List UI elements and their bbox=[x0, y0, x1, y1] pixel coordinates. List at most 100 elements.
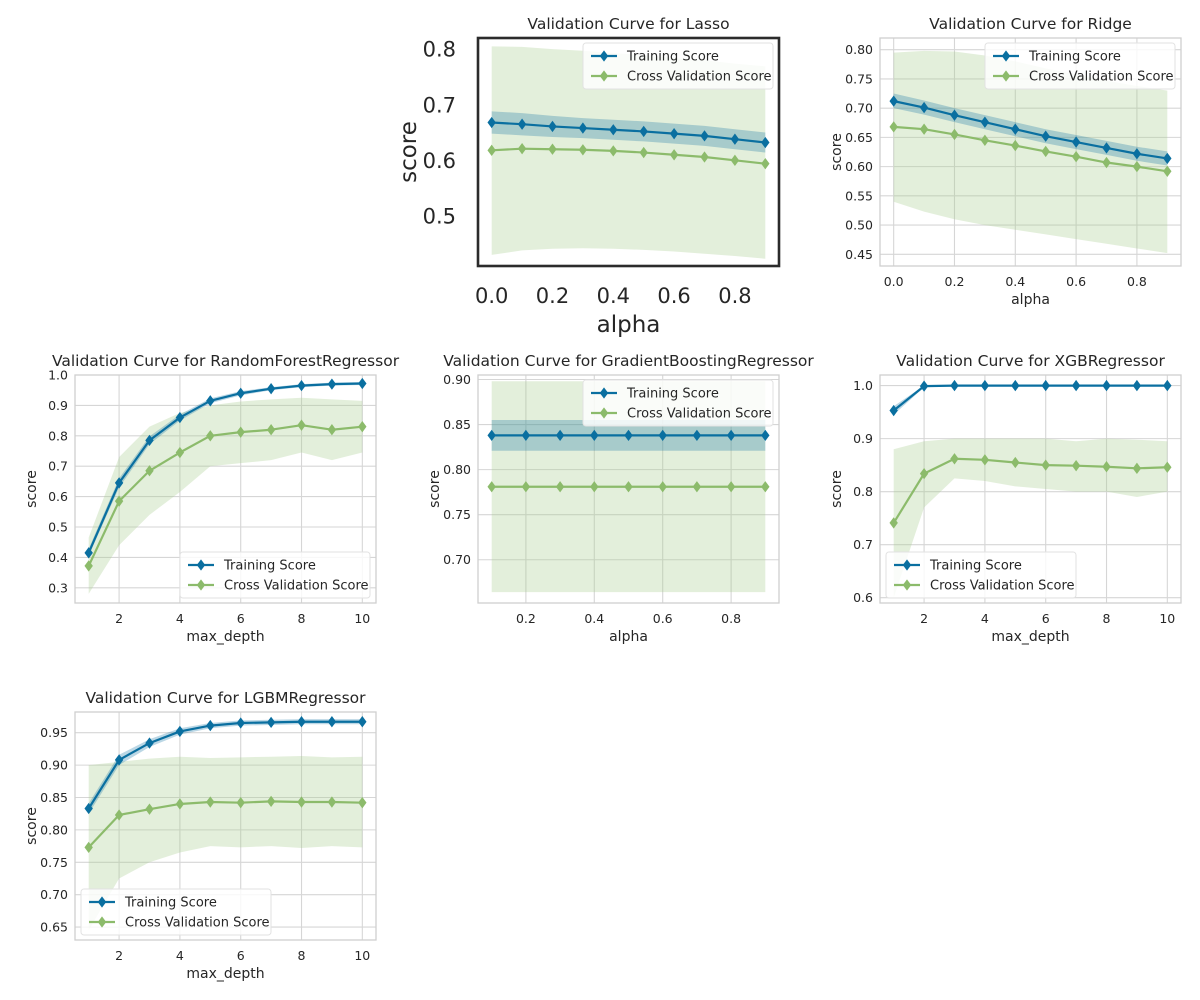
chart-ridge: 0.0 0.2 0.4 0.6 0.8 0.45 0.50 0.55 0.60 0.65 0.70 0… bbox=[829, 15, 1182, 308]
train-score-line bbox=[87, 720, 363, 810]
train-score-point bbox=[1071, 136, 1081, 148]
train-score-band bbox=[88, 719, 363, 814]
cv-score-point bbox=[919, 123, 929, 135]
cv-score-point bbox=[639, 146, 648, 159]
x-tick-label: 4 bbox=[981, 611, 989, 626]
train-score-point bbox=[175, 725, 185, 738]
cv-score-point bbox=[692, 481, 702, 493]
x-tick-label: 0.8 bbox=[718, 284, 751, 308]
x-tick-label: 0.0 bbox=[884, 274, 904, 289]
train-score-point bbox=[1041, 130, 1050, 142]
train-score-point bbox=[206, 395, 215, 407]
axes-frame bbox=[879, 37, 1182, 267]
cv-score-point bbox=[590, 481, 599, 493]
y-tick-label: 0.65 bbox=[40, 920, 68, 935]
cv-score-point bbox=[175, 446, 185, 459]
cv-score-point bbox=[919, 467, 929, 480]
cv-score-point bbox=[578, 144, 588, 156]
x-axis-label: max_depth bbox=[186, 966, 264, 982]
cv-score-point bbox=[297, 419, 306, 431]
legend-train-label: Training Score bbox=[626, 387, 719, 402]
legend-cv-marker bbox=[97, 916, 107, 928]
legend-train-label: Training Score bbox=[1028, 50, 1121, 65]
x-tick-label: 0.2 bbox=[536, 284, 569, 308]
legend: Training Score Cross Validation Score bbox=[80, 888, 272, 936]
axes-frame bbox=[476, 36, 781, 268]
train-score-point bbox=[487, 116, 496, 129]
x-axis-label: alpha bbox=[609, 629, 648, 645]
x-tick-label: 2 bbox=[115, 948, 123, 963]
legend: Training Score Cross Validation Score bbox=[885, 551, 1077, 599]
train-score-point bbox=[578, 122, 588, 134]
train-score-point bbox=[114, 477, 124, 489]
y-tick-label: 1.0 bbox=[853, 378, 873, 393]
train-score-point bbox=[84, 802, 93, 815]
cv-score-point bbox=[266, 795, 276, 808]
cv-score-point bbox=[1132, 160, 1142, 173]
train-score-point bbox=[517, 118, 527, 130]
chart-title: Validation Curve for LGBMRegressor bbox=[85, 689, 366, 707]
train-score-point bbox=[521, 429, 531, 442]
x-tick-label: 0.0 bbox=[475, 284, 508, 308]
cv-score-point bbox=[1163, 165, 1172, 177]
cv-score-point bbox=[1132, 462, 1142, 474]
train-score-point bbox=[624, 429, 633, 442]
cv-score-point bbox=[487, 144, 496, 157]
legend-cv-label: Cross Validation Score bbox=[627, 407, 772, 422]
train-score-point bbox=[639, 125, 648, 138]
legend-box bbox=[582, 379, 774, 427]
data-layer bbox=[889, 50, 1172, 254]
x-tick-label: 10 bbox=[1159, 611, 1175, 626]
chart-lgbm: 2 4 6 8 10 0.65 0.70 0.75 0.80 0.85 0.90 0.95 Valida… bbox=[24, 689, 377, 982]
train-score-point bbox=[548, 120, 557, 133]
train-score-point bbox=[1011, 123, 1020, 135]
cv-score-point bbox=[327, 424, 337, 436]
train-score-point bbox=[889, 95, 898, 107]
cv-score-line bbox=[491, 147, 766, 165]
train-score-point bbox=[590, 429, 599, 442]
cv-score-band bbox=[88, 756, 363, 931]
train-score-point bbox=[730, 133, 740, 145]
y-tick-label: 0.50 bbox=[845, 218, 873, 233]
legend-box bbox=[179, 551, 371, 599]
cv-score-point bbox=[84, 560, 93, 572]
legend-cv-label: Cross Validation Score bbox=[224, 579, 369, 594]
cv-score-point bbox=[761, 158, 770, 170]
chart-gradient-boosting: 0.2 0.4 0.6 0.8 0.70 0.75 0.80 0.85 0.90 Validati… bbox=[427, 352, 814, 645]
cv-score-band bbox=[893, 438, 1168, 598]
x-tick-label: 10 bbox=[354, 948, 370, 963]
cv-score-point bbox=[145, 803, 154, 815]
train-score-point bbox=[206, 719, 215, 732]
y-tick-label: 0.45 bbox=[845, 247, 873, 262]
y-tick-label: 0.6 bbox=[423, 149, 456, 173]
x-tick-label: 6 bbox=[237, 611, 245, 626]
train-score-point bbox=[980, 116, 990, 128]
cv-score-point bbox=[889, 517, 898, 529]
legend-train-label: Training Score bbox=[929, 559, 1022, 574]
y-tick-label: 0.95 bbox=[40, 725, 68, 740]
cv-score-point bbox=[1041, 459, 1050, 471]
cv-score-point bbox=[114, 495, 124, 507]
y-axis-label: score bbox=[829, 470, 845, 508]
x-tick-label: 4 bbox=[176, 948, 184, 963]
legend-box bbox=[984, 42, 1176, 90]
cv-score-point bbox=[658, 481, 667, 493]
chart-title: Validation Curve for Ridge bbox=[929, 15, 1132, 33]
y-tick-label: 0.70 bbox=[443, 552, 471, 567]
chart-title: Validation Curve for GradientBoostingReg… bbox=[443, 352, 814, 370]
legend-cv-label: Cross Validation Score bbox=[627, 70, 772, 85]
train-score-point bbox=[236, 717, 245, 729]
x-tick-label: 4 bbox=[176, 611, 184, 626]
y-axis-label: score bbox=[24, 470, 40, 508]
x-tick-label: 0.6 bbox=[1066, 274, 1086, 289]
train-score-point bbox=[669, 127, 679, 140]
train-score-point bbox=[761, 429, 770, 442]
axes-frame bbox=[74, 374, 377, 604]
train-score-line bbox=[892, 384, 1168, 412]
legend-cv-label: Cross Validation Score bbox=[930, 579, 1075, 594]
cv-score-point bbox=[609, 145, 618, 157]
train-score-point bbox=[1132, 379, 1142, 392]
train-score-point bbox=[726, 429, 736, 442]
cv-score-point bbox=[950, 453, 959, 465]
